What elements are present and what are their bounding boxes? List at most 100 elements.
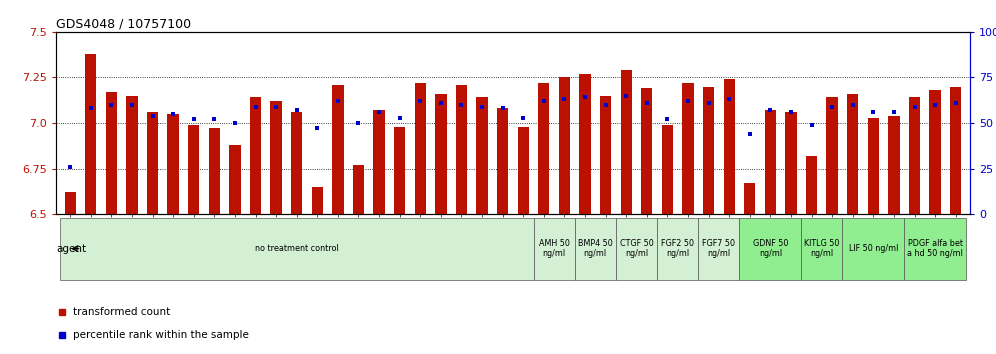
Point bbox=[866, 109, 881, 115]
Point bbox=[804, 122, 820, 128]
Bar bbox=[908, 97, 920, 214]
Point bbox=[165, 111, 181, 117]
Bar bbox=[394, 127, 405, 214]
Text: FGF2 50
ng/ml: FGF2 50 ng/ml bbox=[661, 239, 694, 258]
Bar bbox=[621, 70, 631, 214]
Bar bbox=[534, 218, 575, 280]
Point bbox=[638, 100, 654, 106]
Point bbox=[824, 104, 840, 109]
Point bbox=[577, 95, 593, 100]
Bar bbox=[106, 92, 118, 214]
Bar bbox=[847, 94, 859, 214]
Bar bbox=[698, 218, 739, 280]
Bar bbox=[333, 85, 344, 214]
Text: AMH 50
ng/ml: AMH 50 ng/ml bbox=[539, 239, 570, 258]
Bar bbox=[785, 112, 797, 214]
Point bbox=[659, 116, 675, 122]
Point bbox=[144, 113, 160, 119]
Bar bbox=[723, 79, 735, 214]
Point bbox=[289, 107, 305, 113]
Bar bbox=[291, 112, 303, 214]
Point bbox=[310, 126, 326, 131]
Point bbox=[372, 109, 387, 115]
Bar bbox=[65, 192, 76, 214]
Text: BMP4 50
ng/ml: BMP4 50 ng/ml bbox=[578, 239, 613, 258]
Point bbox=[927, 102, 943, 108]
Point bbox=[453, 102, 469, 108]
Bar bbox=[435, 94, 446, 214]
Bar bbox=[641, 88, 652, 214]
Bar bbox=[538, 83, 550, 214]
Bar bbox=[616, 218, 657, 280]
Bar bbox=[765, 110, 776, 214]
Point bbox=[227, 120, 243, 126]
Bar bbox=[827, 97, 838, 214]
Bar bbox=[600, 96, 612, 214]
Point bbox=[83, 105, 99, 111]
Bar bbox=[657, 218, 698, 280]
Point bbox=[248, 104, 264, 109]
Bar bbox=[456, 85, 467, 214]
Point bbox=[412, 98, 428, 104]
Bar bbox=[744, 183, 755, 214]
Bar bbox=[312, 187, 323, 214]
Bar bbox=[843, 218, 904, 280]
Point bbox=[721, 97, 737, 102]
Bar bbox=[229, 145, 241, 214]
Point bbox=[186, 116, 202, 122]
Bar bbox=[575, 218, 616, 280]
Bar bbox=[868, 118, 879, 214]
Text: no treatment control: no treatment control bbox=[255, 244, 339, 253]
Point bbox=[433, 100, 449, 106]
Bar bbox=[374, 110, 384, 214]
Bar bbox=[60, 218, 534, 280]
Point bbox=[762, 107, 778, 113]
Bar bbox=[739, 218, 801, 280]
Point bbox=[557, 97, 573, 102]
Point bbox=[783, 109, 799, 115]
Point bbox=[680, 98, 696, 104]
Point bbox=[104, 102, 120, 108]
Point bbox=[948, 100, 964, 106]
Point bbox=[351, 120, 367, 126]
Point bbox=[619, 93, 634, 98]
Point bbox=[598, 102, 614, 108]
Bar bbox=[950, 87, 961, 214]
Bar bbox=[801, 218, 843, 280]
Point bbox=[886, 109, 902, 115]
Text: PDGF alfa bet
a hd 50 ng/ml: PDGF alfa bet a hd 50 ng/ml bbox=[907, 239, 963, 258]
Bar bbox=[580, 74, 591, 214]
Point bbox=[536, 98, 552, 104]
Bar bbox=[559, 78, 570, 214]
Text: GDNF 50
ng/ml: GDNF 50 ng/ml bbox=[753, 239, 788, 258]
Point bbox=[62, 164, 78, 170]
Text: transformed count: transformed count bbox=[74, 307, 170, 317]
Text: percentile rank within the sample: percentile rank within the sample bbox=[74, 330, 249, 339]
Point bbox=[700, 100, 716, 106]
Point bbox=[124, 102, 139, 108]
Point bbox=[742, 131, 758, 137]
Bar bbox=[188, 125, 199, 214]
Point bbox=[495, 105, 511, 111]
Text: GDS4048 / 10757100: GDS4048 / 10757100 bbox=[56, 18, 191, 31]
Point bbox=[268, 104, 284, 109]
Text: agent: agent bbox=[56, 244, 87, 254]
Bar bbox=[146, 112, 158, 214]
Text: LIF 50 ng/ml: LIF 50 ng/ml bbox=[849, 244, 898, 253]
Point bbox=[906, 104, 922, 109]
Bar bbox=[682, 83, 693, 214]
Bar bbox=[250, 97, 261, 214]
Bar bbox=[904, 218, 966, 280]
Bar bbox=[271, 101, 282, 214]
Bar bbox=[85, 54, 97, 214]
Bar bbox=[497, 108, 508, 214]
Point bbox=[515, 115, 531, 120]
Bar bbox=[888, 116, 899, 214]
Point bbox=[845, 102, 861, 108]
Text: CTGF 50
ng/ml: CTGF 50 ng/ml bbox=[620, 239, 653, 258]
Bar bbox=[209, 129, 220, 214]
Bar bbox=[929, 90, 941, 214]
Bar bbox=[518, 127, 529, 214]
Point bbox=[206, 116, 222, 122]
Point bbox=[391, 115, 407, 120]
